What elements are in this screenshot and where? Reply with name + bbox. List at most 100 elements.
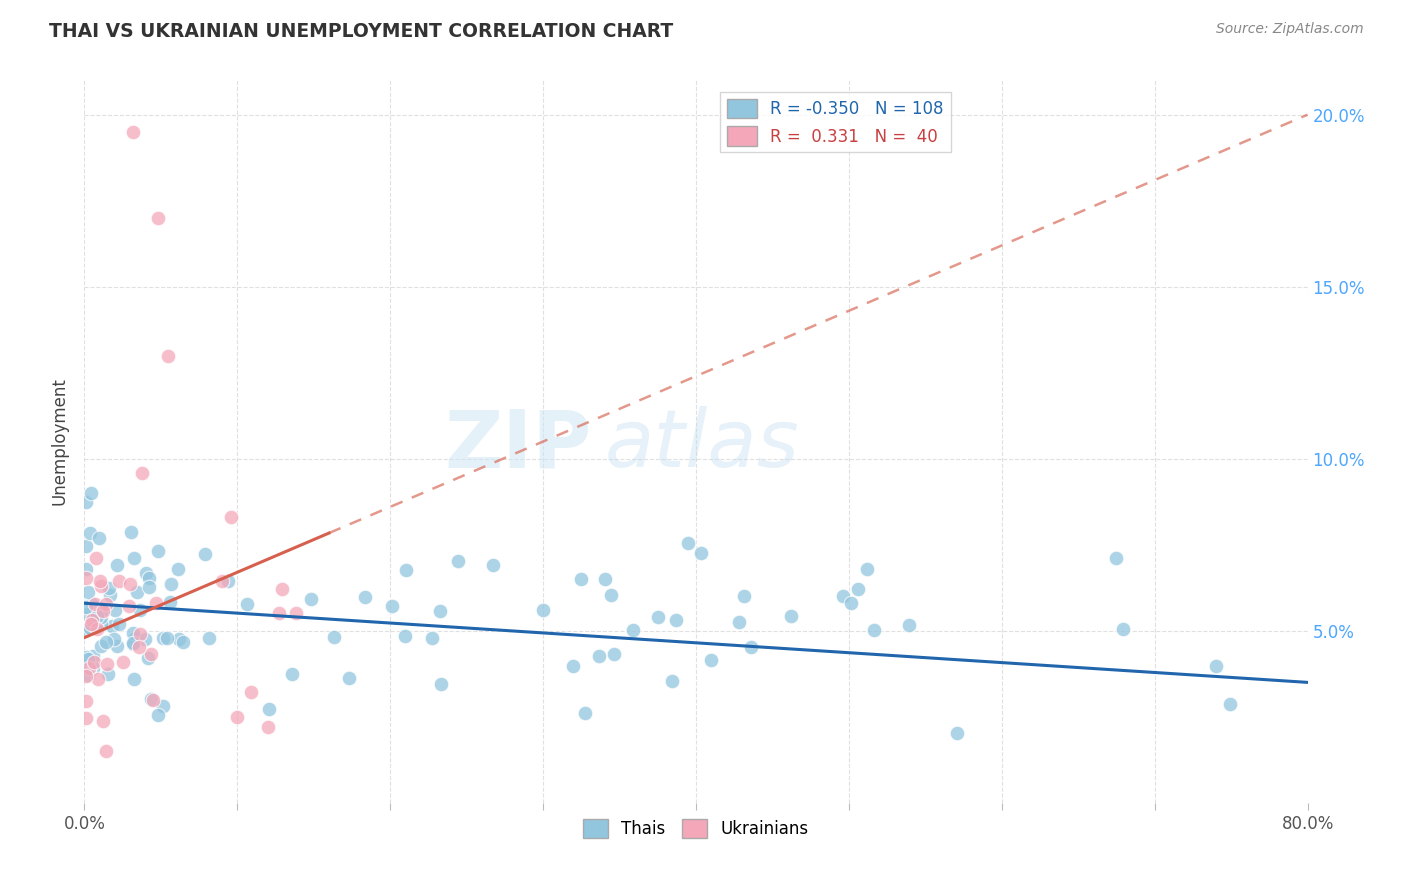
Point <box>482 558 505 573</box>
Point <box>603 647 626 661</box>
Point <box>700 653 723 667</box>
Point <box>83 598 105 612</box>
Point <box>661 673 683 688</box>
Point <box>75 624 97 638</box>
Point <box>93 604 115 618</box>
Point <box>87 531 110 545</box>
Point <box>122 637 145 651</box>
Point <box>91 603 114 617</box>
Point <box>157 349 180 363</box>
Point <box>82 648 104 663</box>
Point <box>80 613 103 627</box>
Text: THAI VS UKRAINIAN UNEMPLOYMENT CORRELATION CHART: THAI VS UKRAINIAN UNEMPLOYMENT CORRELATI… <box>49 22 673 41</box>
Point <box>862 623 884 637</box>
Point <box>621 623 644 637</box>
Point <box>430 676 453 690</box>
Point <box>728 615 751 629</box>
Point <box>647 610 669 624</box>
Point <box>135 566 157 580</box>
Point <box>832 589 855 603</box>
Point <box>420 631 443 645</box>
Point <box>124 631 146 645</box>
Point <box>103 632 125 646</box>
Point <box>76 585 98 599</box>
Point <box>856 562 879 576</box>
Point <box>429 604 451 618</box>
Point <box>259 701 281 715</box>
Point <box>82 661 104 675</box>
Point <box>146 708 169 723</box>
Point <box>86 550 108 565</box>
Point <box>337 671 360 685</box>
Point <box>217 574 239 588</box>
Point <box>236 597 259 611</box>
Point <box>86 622 108 636</box>
Point <box>160 577 183 591</box>
Point <box>665 613 688 627</box>
Point <box>689 546 711 560</box>
Point <box>169 632 191 647</box>
Point <box>80 617 103 632</box>
Point <box>75 650 97 665</box>
Point <box>128 603 150 617</box>
Point <box>122 551 145 566</box>
Point <box>1111 622 1133 636</box>
Point <box>138 571 160 585</box>
Point <box>257 720 280 734</box>
Text: ZIP: ZIP <box>444 406 592 484</box>
Y-axis label: Unemployment: Unemployment <box>51 377 69 506</box>
Point <box>136 651 159 665</box>
Point <box>588 648 610 663</box>
Point <box>299 591 322 606</box>
Point <box>105 558 128 572</box>
Point <box>77 662 100 676</box>
Point <box>131 466 153 480</box>
Point <box>75 562 97 576</box>
Point <box>323 630 346 644</box>
Point <box>122 626 145 640</box>
Point <box>77 651 100 665</box>
Point <box>91 714 114 728</box>
Point <box>531 603 554 617</box>
Point <box>77 661 100 675</box>
Point <box>561 658 583 673</box>
Point <box>145 596 167 610</box>
Point <box>221 510 243 524</box>
Point <box>447 554 470 568</box>
Point <box>79 526 101 541</box>
Point <box>946 725 969 739</box>
Point <box>86 609 108 624</box>
Point <box>198 631 221 645</box>
Point <box>172 634 194 648</box>
Point <box>76 607 98 622</box>
Point <box>100 619 122 633</box>
Point <box>226 710 249 724</box>
Point <box>125 585 148 599</box>
Point <box>139 647 162 661</box>
Point <box>84 620 107 634</box>
Point <box>75 495 97 509</box>
Point <box>76 667 98 681</box>
Point <box>89 574 111 588</box>
Point <box>79 621 101 635</box>
Point <box>128 627 150 641</box>
Point <box>86 673 108 687</box>
Point <box>134 632 156 647</box>
Point <box>83 655 105 669</box>
Point <box>108 616 131 631</box>
Point <box>394 629 416 643</box>
Point <box>354 590 377 604</box>
Point <box>1205 658 1227 673</box>
Point <box>141 693 163 707</box>
Point <box>97 581 120 595</box>
Point <box>122 125 145 139</box>
Point <box>211 574 233 588</box>
Point <box>280 666 302 681</box>
Point <box>118 599 141 613</box>
Point <box>599 588 621 602</box>
Point <box>395 563 418 577</box>
Point <box>94 634 117 648</box>
Point <box>90 616 112 631</box>
Point <box>574 706 596 720</box>
Point <box>139 691 162 706</box>
